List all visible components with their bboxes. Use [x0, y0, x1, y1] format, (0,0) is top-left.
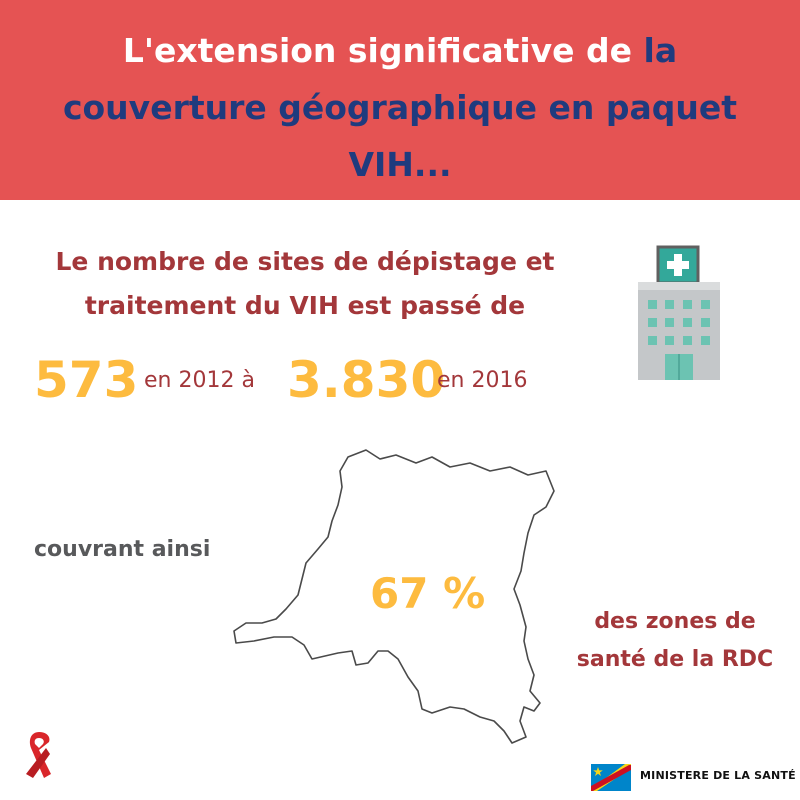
start-year-text: en 2012 à [144, 368, 255, 393]
ministry-label: MINISTERE DE LA SANTÉ [640, 769, 796, 782]
hospital-building-icon [638, 245, 720, 380]
header-banner: L'extension significative de la couvertu… [0, 0, 800, 200]
page-title: L'extension significative de la couvertu… [20, 22, 780, 193]
start-value: 573 [34, 351, 139, 409]
title-blue-part: la couverture géographique en paquet VIH… [62, 31, 738, 184]
aids-ribbon-icon [26, 732, 51, 778]
drc-map-outline [233, 449, 555, 744]
drc-flag-icon [591, 764, 631, 791]
coverage-intro: couvrant ainsi [34, 537, 211, 562]
coverage-percent: 67 % [370, 569, 486, 618]
title-white-part: L'extension significative de [122, 31, 644, 70]
coverage-zones-text: des zones de santé de la RDC [576, 609, 774, 672]
stats-subtitle: Le nombre de sites de dépistage et trait… [55, 247, 555, 320]
end-value: 3.830 [287, 351, 446, 409]
end-year-text: en 2016 [437, 368, 528, 393]
